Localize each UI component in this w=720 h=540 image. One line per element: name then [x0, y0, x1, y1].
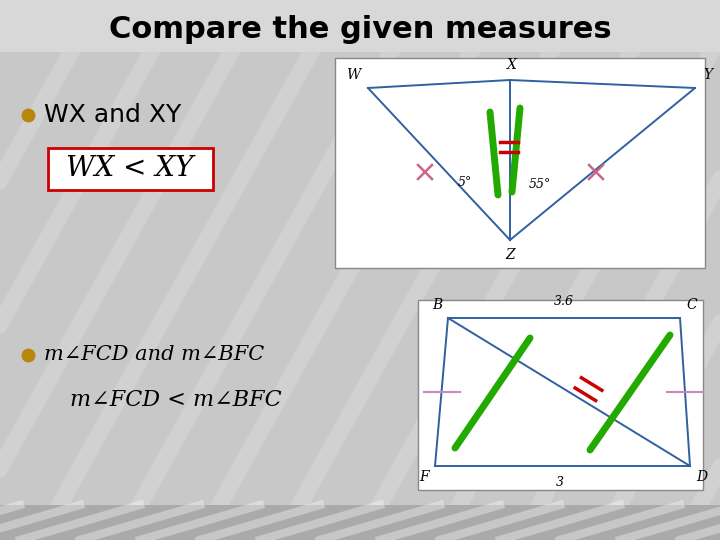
Text: WX and XY: WX and XY — [44, 103, 181, 127]
Text: F: F — [419, 470, 429, 484]
Text: X: X — [507, 58, 517, 72]
Text: B: B — [432, 298, 442, 312]
Text: Z: Z — [505, 248, 515, 262]
Bar — [0, 505, 720, 540]
Bar — [0, 0, 720, 52]
Text: Compare the given measures: Compare the given measures — [109, 16, 611, 44]
Text: 55°: 55° — [529, 179, 551, 192]
Bar — [48, 148, 213, 190]
Text: 3.6: 3.6 — [554, 295, 574, 308]
Text: D: D — [696, 470, 707, 484]
Text: 5°: 5° — [458, 176, 472, 188]
Text: m∠FCD < m∠BFC: m∠FCD < m∠BFC — [70, 389, 282, 411]
Text: W: W — [346, 68, 360, 82]
Bar — [335, 58, 705, 268]
Bar — [418, 300, 703, 490]
Text: m∠FCD and m∠BFC: m∠FCD and m∠BFC — [44, 346, 264, 365]
Text: Y: Y — [703, 68, 712, 82]
Text: WX < XY: WX < XY — [66, 156, 194, 183]
Text: 3: 3 — [556, 476, 564, 489]
Text: C: C — [686, 298, 697, 312]
